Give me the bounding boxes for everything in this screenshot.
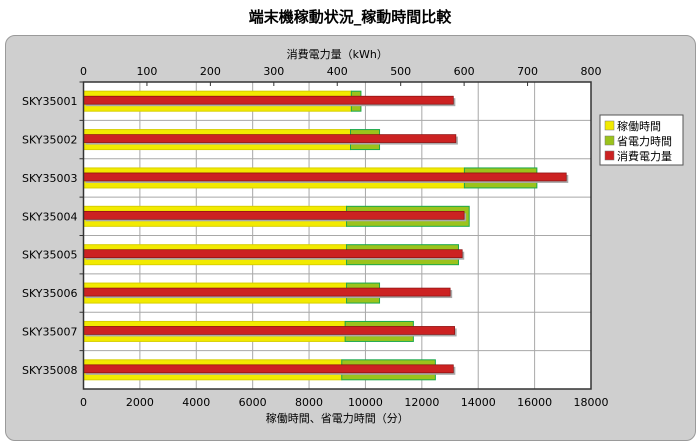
top-tick-label: 800	[581, 65, 602, 78]
top-tick-label: 600	[454, 65, 475, 78]
chart-title: 端末機稼動状況_稼動時間比較	[248, 8, 452, 26]
top-tick-label: 200	[200, 65, 221, 78]
legend-swatch	[604, 120, 615, 131]
top-tick-label: 400	[327, 65, 348, 78]
category-label: SKY35001	[22, 95, 78, 108]
top-tick-label: 700	[517, 65, 538, 78]
bar-power-consumption	[83, 95, 454, 105]
top-tick-label: 500	[390, 65, 411, 78]
bottom-tick-label: 14000	[461, 396, 496, 409]
bottom-tick-label: 6000	[239, 396, 267, 409]
legend-swatch	[604, 150, 615, 161]
category-label: SKY35003	[22, 172, 78, 185]
top-tick-label: 100	[136, 65, 157, 78]
bottom-tick-label: 12000	[404, 396, 439, 409]
bar-power-consumption	[83, 134, 457, 143]
category-label: SKY35004	[22, 210, 78, 223]
category-label: SKY35002	[22, 134, 78, 147]
bar-power-consumption	[83, 287, 451, 297]
top-axis-label: 消費電力量（kWh）	[287, 47, 388, 61]
plot-border	[82, 81, 592, 390]
bottom-tick-label: 0	[80, 396, 87, 409]
top-tick-label: 300	[263, 65, 284, 78]
bar-power-consumption	[83, 210, 465, 220]
category-label: SKY35005	[22, 249, 78, 262]
category-label: SKY35006	[22, 287, 78, 300]
bar-power-consumption	[83, 249, 463, 259]
bar-power-consumption	[83, 326, 455, 335]
bar-power-consumption	[83, 364, 454, 374]
top-tick-label: 0	[80, 65, 87, 78]
bottom-tick-label: 4000	[182, 396, 210, 409]
category-label: SKY35007	[22, 325, 78, 338]
bottom-tick-label: 16000	[517, 396, 552, 409]
bottom-axis-label: 稼働時間、省電力時間（分）	[266, 411, 409, 425]
legend-label: 消費電力量	[617, 149, 672, 163]
bottom-tick-label: 2000	[126, 396, 154, 409]
category-label: SKY35008	[22, 364, 78, 377]
bottom-tick-label: 8000	[295, 396, 323, 409]
bar-power-consumption	[83, 172, 567, 182]
legend-swatch	[604, 135, 615, 146]
bottom-tick-label: 18000	[574, 396, 609, 409]
legend-label: 稼働時間	[617, 119, 661, 133]
legend-label: 省電力時間	[617, 135, 672, 148]
bottom-tick-label: 10000	[348, 396, 383, 409]
